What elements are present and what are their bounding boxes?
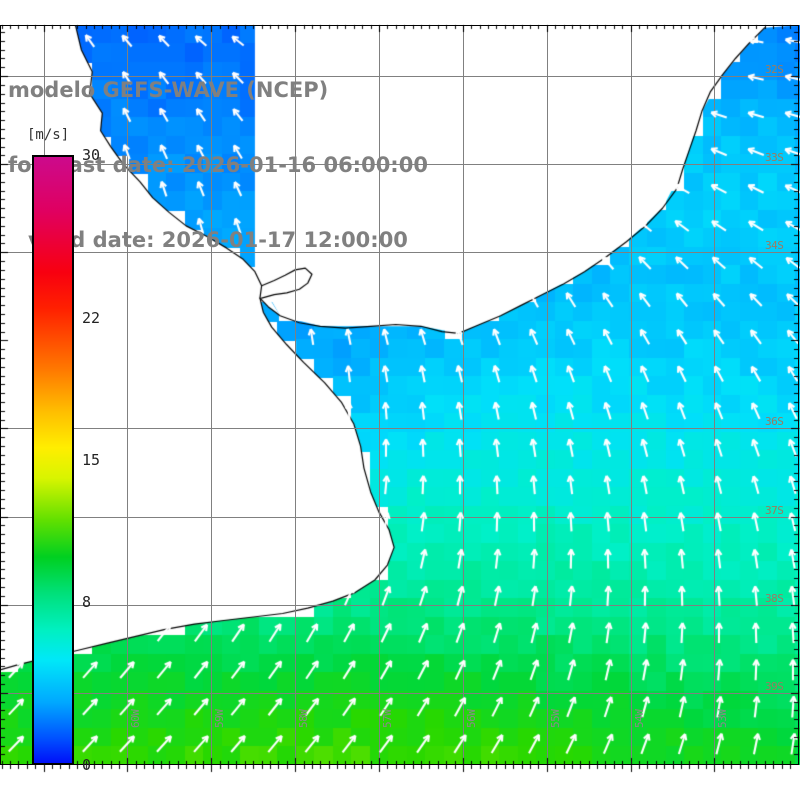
latitude-label: 37S (765, 503, 784, 517)
colorbar-tick-8: 8 (82, 593, 92, 612)
title-model: modelo GEFS-WAVE (NCEP) (8, 78, 329, 102)
longitude-label: 60W (129, 709, 143, 728)
longitude-label: 57W (381, 709, 395, 728)
longitude-label: 54W (632, 709, 646, 728)
latitude-label: 36S (765, 415, 784, 429)
latitude-label: 34S (765, 239, 784, 253)
latitude-label: 38S (765, 591, 784, 605)
colorbar-gradient (32, 155, 74, 765)
longitude-label: 55W (548, 709, 562, 728)
latitude-label: 32S (765, 63, 784, 77)
colorbar-tick-30: 30 (82, 146, 101, 164)
colorbar-tick-15: 15 (82, 451, 101, 469)
colorbar-unit-label: [m/s] (27, 127, 70, 143)
latitude-label: 39S (765, 679, 784, 693)
longitude-label: 56W (464, 709, 478, 728)
longitude-label: 58W (297, 709, 311, 728)
latitude-label: 33S (765, 151, 784, 165)
colorbar-tick-22: 22 (82, 308, 101, 327)
colorbar-tick-0: 0 (82, 756, 92, 774)
longitude-label: 59W (213, 709, 227, 728)
longitude-label: 53W (716, 709, 730, 728)
